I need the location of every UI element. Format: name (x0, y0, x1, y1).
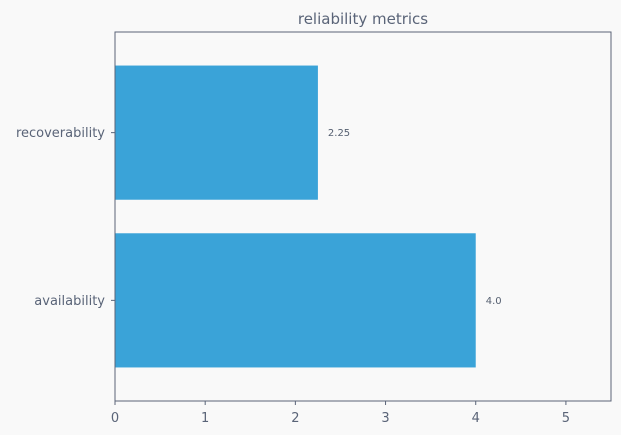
y-tick-label-recoverability: recoverability (16, 126, 105, 141)
data-label-recoverability: 2.25 (328, 128, 350, 139)
chart-title: reliability metrics (298, 10, 428, 28)
data-label-availability: 4.0 (486, 296, 502, 307)
plot-frame (114, 31, 612, 402)
x-tick-label-3: 3 (381, 411, 389, 426)
x-tick-label-1: 1 (201, 411, 209, 426)
axes-layer: availability recoverability 0 1 2 3 4 5 (16, 31, 612, 426)
bars-layer: 4.0 2.25 (115, 65, 502, 368)
x-tick-label-0: 0 (111, 411, 119, 426)
bar-availability (115, 233, 476, 368)
bar-recoverability (115, 65, 318, 200)
x-tick-label-5: 5 (562, 411, 570, 426)
y-tick-label-availability: availability (34, 294, 105, 309)
x-tick-label-2: 2 (291, 411, 299, 426)
x-tick-label-4: 4 (472, 411, 480, 426)
